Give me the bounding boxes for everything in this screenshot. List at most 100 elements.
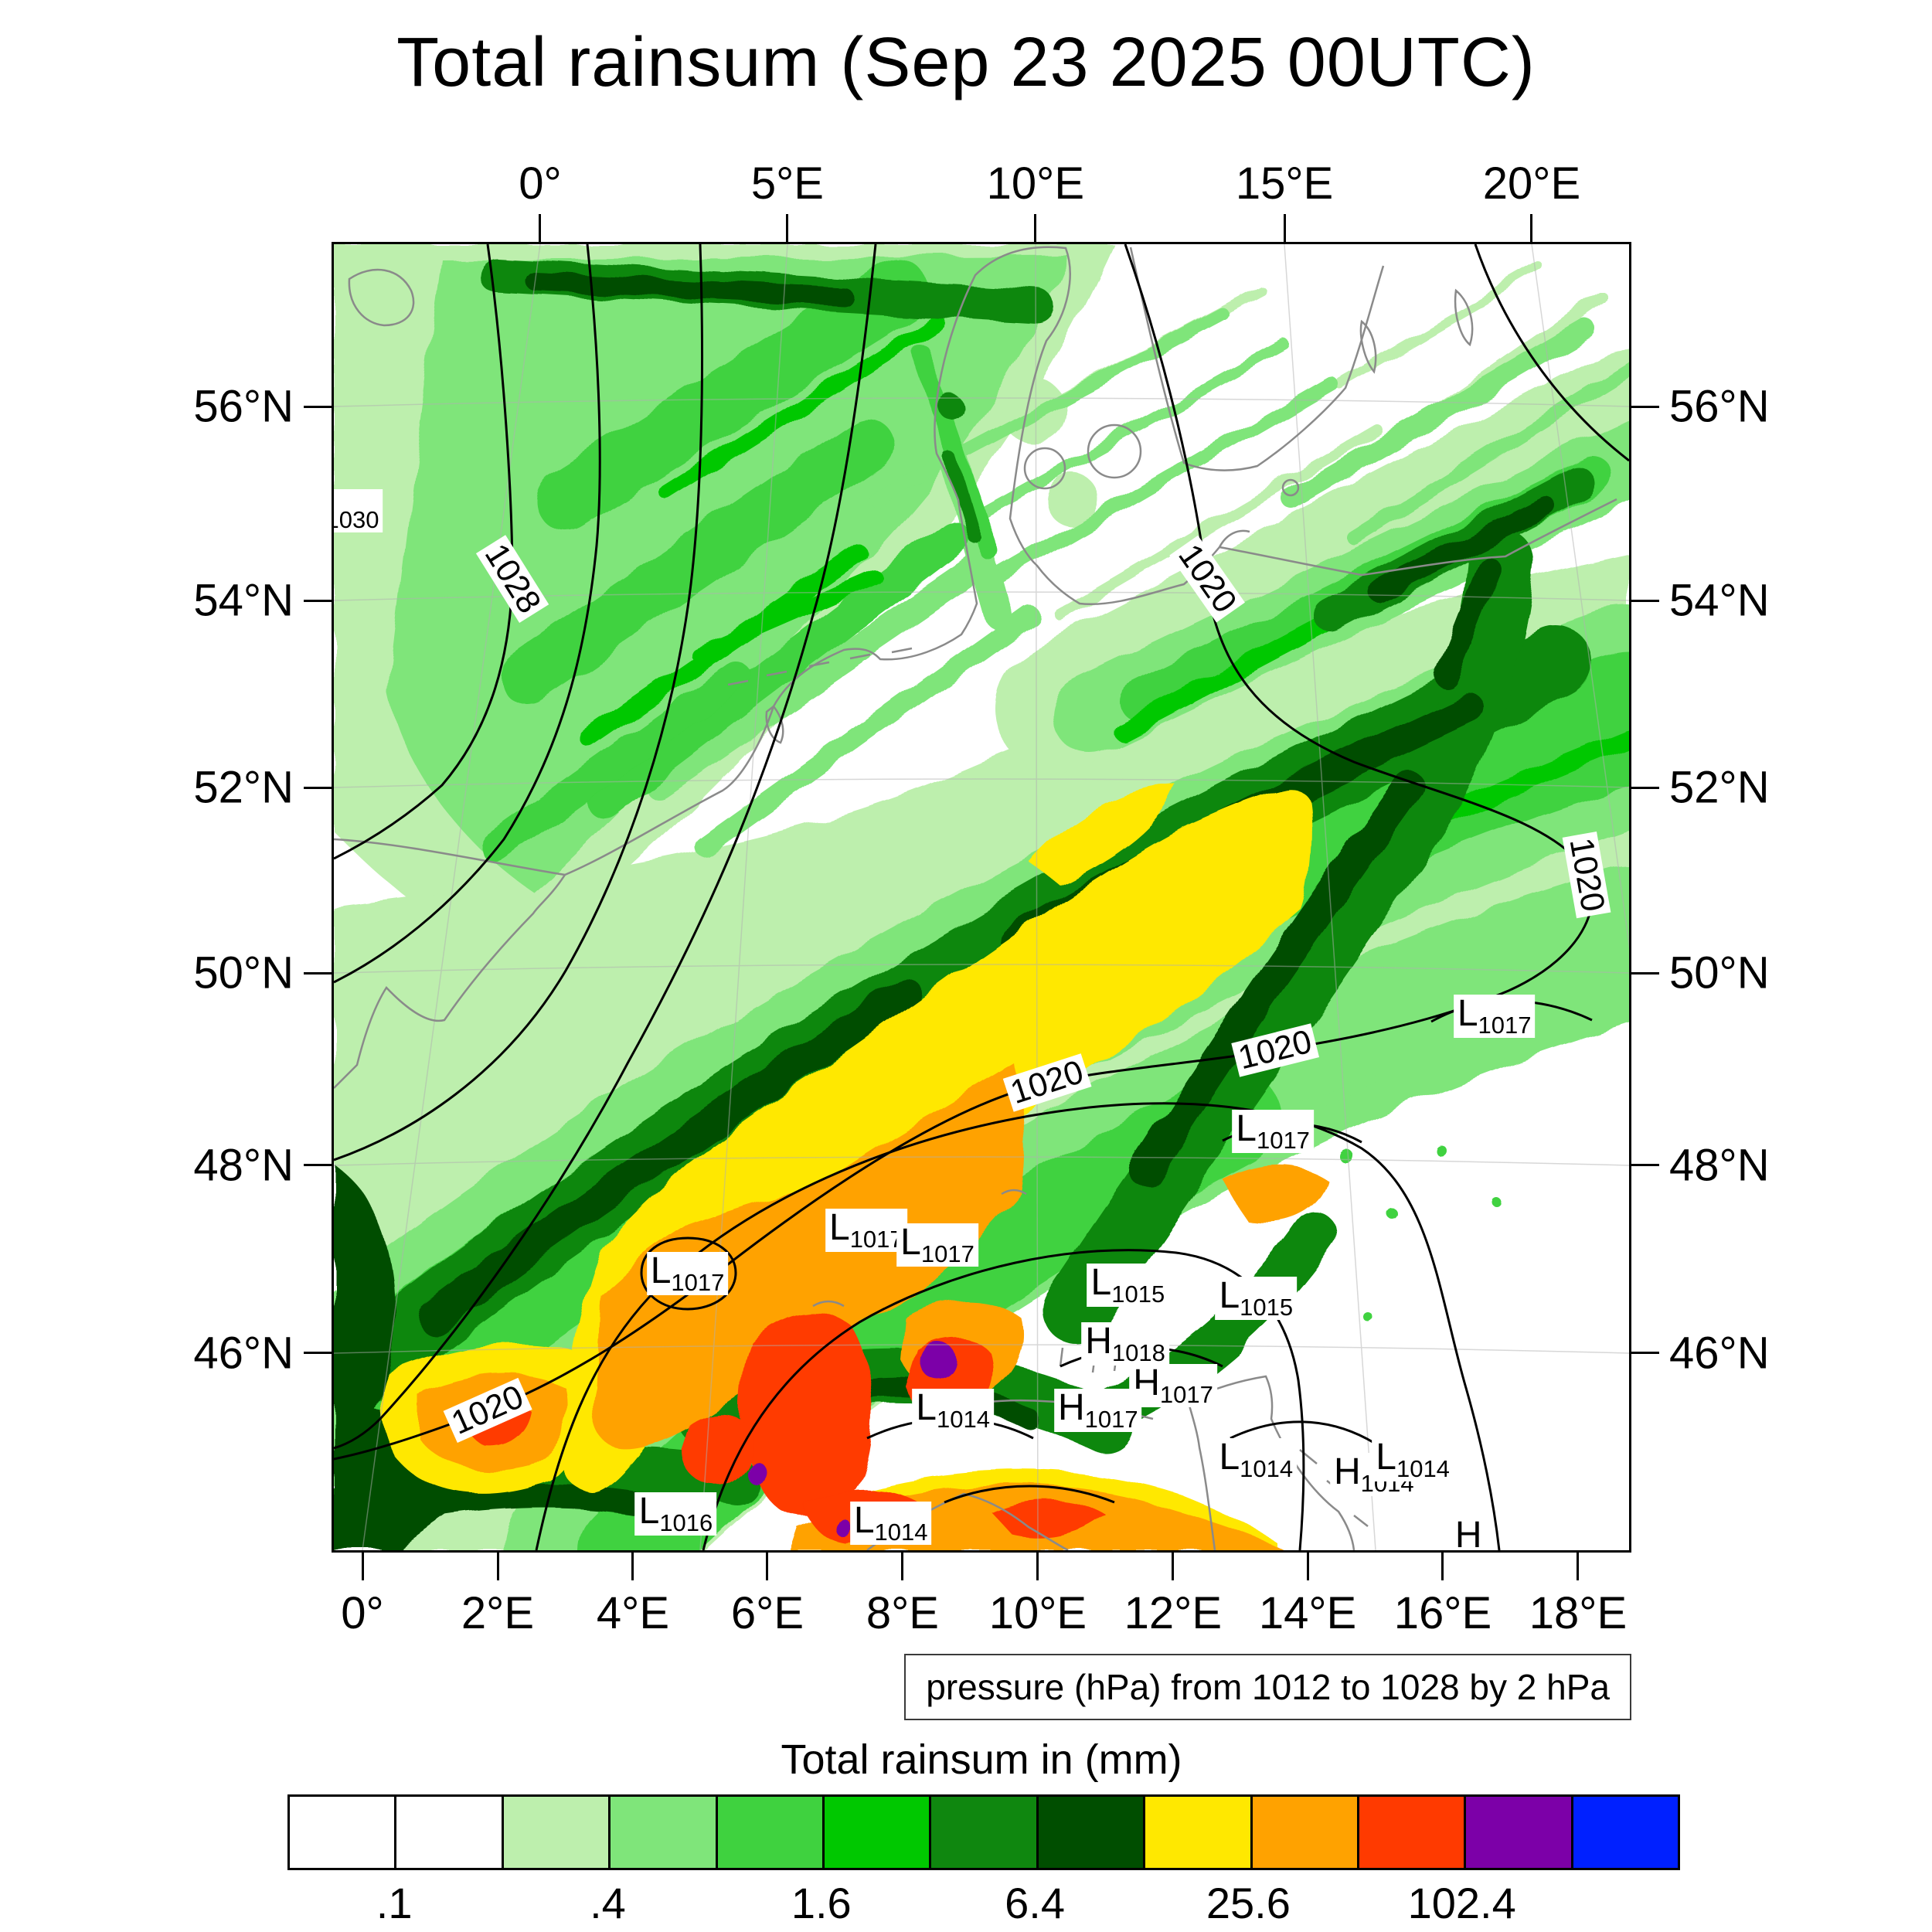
chart-title: Total rainsum (Sep 23 2025 00UTC) [396,24,1536,101]
pressure-note: pressure (hPa) from 1012 to 1028 by 2 hP… [904,1654,1631,1720]
pressure-center-L1017: L1017 [1232,1109,1314,1153]
isobar-1020 [334,244,1594,1461]
axis-label-top: 10°E [986,158,1085,209]
axis-tick-bottom [361,1553,364,1580]
colorbar [287,1794,1680,1870]
axis-label-bottom: 16°E [1393,1588,1492,1638]
pressure-note-text: pressure (hPa) from 1012 to 1028 by 2 hP… [926,1667,1610,1707]
isobar-label-1028: 1028 [476,534,549,623]
colorbar-cell [396,1797,504,1868]
pressure-center-H: H [1451,1516,1486,1550]
axis-label-bottom: 18°E [1529,1588,1628,1638]
isobar-label-1020: 1020 [1003,1053,1092,1112]
colorbar-cell [1252,1797,1359,1868]
axis-label-top: 0° [519,158,562,209]
axis-tick-left [304,786,332,789]
rain-orange-core [594,1063,1026,1450]
isobars [334,244,1629,1550]
axis-label-left: 52°N [193,762,294,813]
rain-dark-se-flank [1043,528,1534,1344]
axis-tick-bottom [1577,1553,1580,1580]
isobar-1024 [334,244,704,1162]
isobar-1028 [334,244,514,860]
axis-tick-top [539,214,542,242]
pressure-center-L1017: L1017 [1453,994,1536,1038]
isobar-label-1020: 1020 [1231,1022,1320,1077]
axis-tick-left [304,1352,332,1355]
axis-label-left: 56°N [193,381,294,432]
axis-tick-bottom [1441,1553,1444,1580]
isobar-1016 [702,1249,1305,1550]
axis-label-right: 54°N [1669,575,1770,626]
axis-label-bottom: 6°E [730,1588,804,1638]
axis-label-bottom: 14°E [1258,1588,1357,1638]
axis-label-bottom: 10°E [988,1588,1087,1638]
pressure-center-L1016: L1016 [634,1492,717,1536]
isobar-1026 [334,244,601,984]
pressure-center-L1015: L1015 [1087,1263,1169,1307]
axis-tick-left [304,599,332,602]
pressure-center-L1017: L1017 [896,1223,978,1267]
rain-map-svg [334,244,1629,1550]
axis-tick-bottom [1172,1553,1175,1580]
pressure-center-H1018: H1018 [1081,1321,1169,1366]
pressure-center-L1017: L1017 [646,1251,729,1295]
colorbar-cell [611,1797,718,1868]
colorbar-cell [1145,1797,1253,1868]
axis-tick-left [304,1164,332,1167]
pressure-center-L1014: L1014 [849,1501,932,1545]
isobar-label-1020: 1020 [444,1378,532,1444]
colorbar-tick-label: .1 [376,1879,413,1927]
isobar-1022 [334,244,877,1450]
pressure-center-H1030: H1030 [334,488,383,532]
colorbar-cell [503,1797,611,1868]
axis-tick-right [1631,1164,1659,1167]
legend-title: Total rainsum in (mm) [781,1736,1182,1783]
pressure-center-L1015: L1015 [1215,1276,1298,1320]
colorbar-tick-label: 1.6 [791,1879,852,1927]
axis-tick-right [1631,786,1659,789]
axis-label-bottom: 8°E [866,1588,939,1638]
axis-label-right: 50°N [1669,947,1770,998]
axis-label-left: 46°N [193,1328,294,1379]
pressure-center-H1017: H1017 [1054,1389,1142,1433]
axis-tick-right [1631,1352,1659,1355]
axis-label-left: 50°N [193,947,294,998]
pressure-center-L1017: L1017 [825,1208,907,1252]
axis-label-bottom: 4°E [596,1588,670,1638]
graticule [334,244,1629,1550]
axis-tick-bottom [496,1553,499,1580]
axis-tick-bottom [631,1553,634,1580]
axis-tick-right [1631,971,1659,975]
colorbar-cell [1466,1797,1573,1868]
axis-tick-left [304,971,332,975]
colorbar-tick-label: 102.4 [1407,1879,1516,1927]
axis-label-right: 46°N [1669,1328,1770,1379]
colorbar-cell [824,1797,932,1868]
pressure-center-L1014: L1014 [912,1389,994,1433]
colorbar-cell [1038,1797,1146,1868]
axis-tick-top [1283,214,1286,242]
axis-label-bottom: 12°E [1124,1588,1223,1638]
colorbar-cell [931,1797,1039,1868]
axis-label-bottom: 2°E [461,1588,535,1638]
rain-purple-max [920,1342,957,1379]
isobar-label-1020: 1020 [1562,832,1611,919]
axis-tick-right [1631,599,1659,602]
colorbar-tick-label: 6.4 [1005,1879,1065,1927]
colorbar-tick-label: .4 [590,1879,626,1927]
isobar-1018 [535,1102,1501,1550]
colorbar-cell [1573,1797,1679,1868]
colorbar-cell [717,1797,825,1868]
pressure-center-L1014: L1014 [1215,1438,1298,1482]
axis-label-top: 15°E [1235,158,1334,209]
rain-light-nw [388,256,1068,893]
axis-label-left: 54°N [193,575,294,626]
axis-tick-bottom [1306,1553,1309,1580]
axis-label-bottom: 0° [341,1588,384,1638]
axis-label-right: 48°N [1669,1140,1770,1191]
axis-label-left: 48°N [193,1140,294,1191]
rain-red-core [740,1312,872,1518]
axis-label-right: 56°N [1669,381,1770,432]
